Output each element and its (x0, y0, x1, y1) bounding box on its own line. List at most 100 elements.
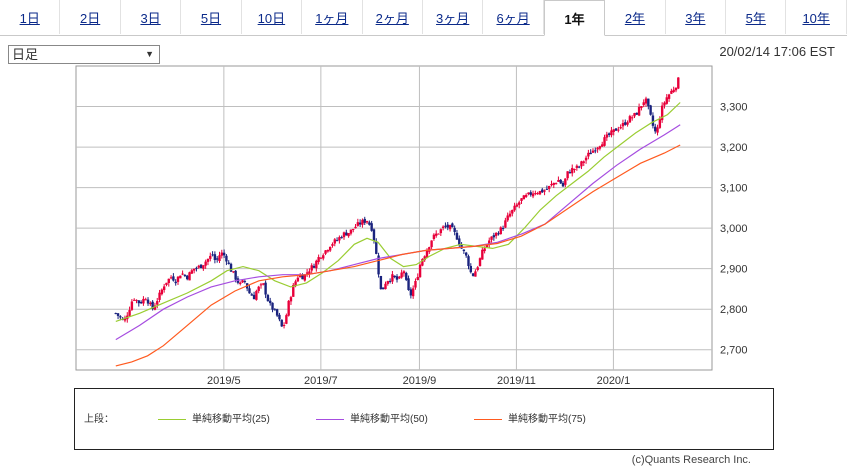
candle-body (391, 274, 394, 282)
candle-body (280, 319, 283, 327)
candle-body (435, 233, 438, 236)
candle-body (116, 313, 120, 316)
candle-body (345, 232, 348, 236)
candle-body (167, 278, 170, 284)
y-tick-label: 2,900 (720, 264, 748, 276)
candle-body (319, 257, 323, 259)
candle-body (361, 219, 364, 225)
tab-5[interactable]: 1ヶ月 (302, 0, 363, 34)
candle-body (409, 289, 413, 296)
candle-body (591, 150, 595, 153)
series-line-2 (115, 144, 681, 367)
candle-body (174, 281, 177, 284)
tab-3[interactable]: 5日 (181, 0, 242, 34)
candle-body (589, 152, 592, 155)
candle-body (218, 255, 221, 262)
candle-body (455, 232, 459, 240)
candle-body (522, 195, 526, 200)
period-tabs: 1日 2日 3日 5日 10日 1ヶ月 2ヶ月 3ヶ月 6ヶ月 1年 2年 3年 5年 10年 (0, 0, 847, 36)
candle-body (398, 276, 401, 279)
candle-body (169, 277, 173, 279)
candle-body (448, 225, 452, 230)
candle-body (446, 224, 449, 228)
candle-body (375, 241, 378, 254)
candle-body (347, 233, 350, 237)
candle-body (273, 309, 277, 311)
candle-body (520, 198, 523, 201)
series-line-0 (115, 102, 681, 322)
candle-body (296, 277, 300, 282)
candle-body (414, 280, 417, 288)
candle-body (568, 172, 572, 174)
tab-12[interactable]: 5年 (726, 0, 787, 34)
candle-body (550, 183, 553, 186)
candle-body (464, 252, 468, 256)
candle-body (453, 227, 456, 232)
candle-body (619, 127, 622, 129)
candle-body (211, 254, 214, 256)
candle-body (529, 192, 532, 195)
candle-body (633, 113, 636, 117)
candle-body (497, 233, 500, 235)
candle-body (458, 238, 461, 245)
candle-body (132, 299, 136, 301)
candle-body (186, 275, 189, 280)
candle-body (308, 271, 311, 275)
candle-body (617, 129, 620, 131)
tab-1[interactable]: 2日 (60, 0, 121, 34)
candle-body (649, 105, 652, 115)
candle-body (660, 105, 664, 121)
candle-body (580, 161, 583, 167)
candle-body (674, 87, 678, 91)
candle-body (354, 226, 357, 229)
candle-body (298, 274, 302, 278)
candle-body (232, 271, 235, 273)
candle-body (670, 90, 673, 94)
candle-body (195, 267, 198, 269)
x-tick-label: 2019/5 (207, 375, 241, 387)
tab-10[interactable]: 2年 (605, 0, 666, 34)
candle-body (172, 276, 175, 281)
candle-body (209, 255, 212, 259)
legend-item-sma50: 単純移動平均(50) (316, 410, 428, 425)
candle-body (269, 300, 272, 304)
candle-body (292, 284, 295, 297)
candle-body (393, 275, 396, 278)
candle-body (335, 240, 339, 242)
tab-0[interactable]: 1日 (0, 0, 61, 34)
candle-body (160, 289, 164, 295)
candle-body (451, 223, 454, 228)
candle-body (508, 213, 512, 217)
tab-4[interactable]: 10日 (242, 0, 303, 34)
tab-8[interactable]: 6ヶ月 (483, 0, 544, 34)
candle-body (162, 286, 166, 290)
tab-13[interactable]: 10年 (786, 0, 847, 34)
candle-body (594, 150, 597, 152)
price-chart: 2,700 2,800 2,900 3,000 3,100 3,200 3,300 2019/… (75, 65, 748, 387)
candle-body (541, 189, 544, 193)
candle-body (481, 249, 484, 260)
tab-6[interactable]: 2ヶ月 (363, 0, 423, 34)
chart-interval-select[interactable]: 日足 ▼ (8, 45, 160, 64)
legend-item-sma25: 単純移動平均(25) (158, 410, 270, 425)
candle-body (142, 298, 145, 304)
candle-body (603, 137, 606, 146)
candle-body (511, 209, 514, 214)
candle-body (444, 225, 447, 227)
candle-body (379, 275, 383, 290)
tab-9[interactable]: 1年 (543, 0, 606, 36)
candle-body (467, 256, 470, 267)
tab-7[interactable]: 3ヶ月 (423, 0, 484, 34)
tab-2[interactable]: 3日 (121, 0, 182, 34)
candle-body (333, 239, 336, 244)
candle-body (206, 258, 210, 262)
candle-body (234, 270, 237, 280)
candle-body (305, 272, 309, 274)
candle-body (114, 313, 117, 315)
tab-11[interactable]: 3年 (666, 0, 727, 34)
candle-body (271, 302, 274, 310)
candle-body (411, 288, 415, 297)
candle-body (377, 255, 380, 275)
candle-body (289, 297, 293, 302)
candle-body (430, 240, 433, 248)
